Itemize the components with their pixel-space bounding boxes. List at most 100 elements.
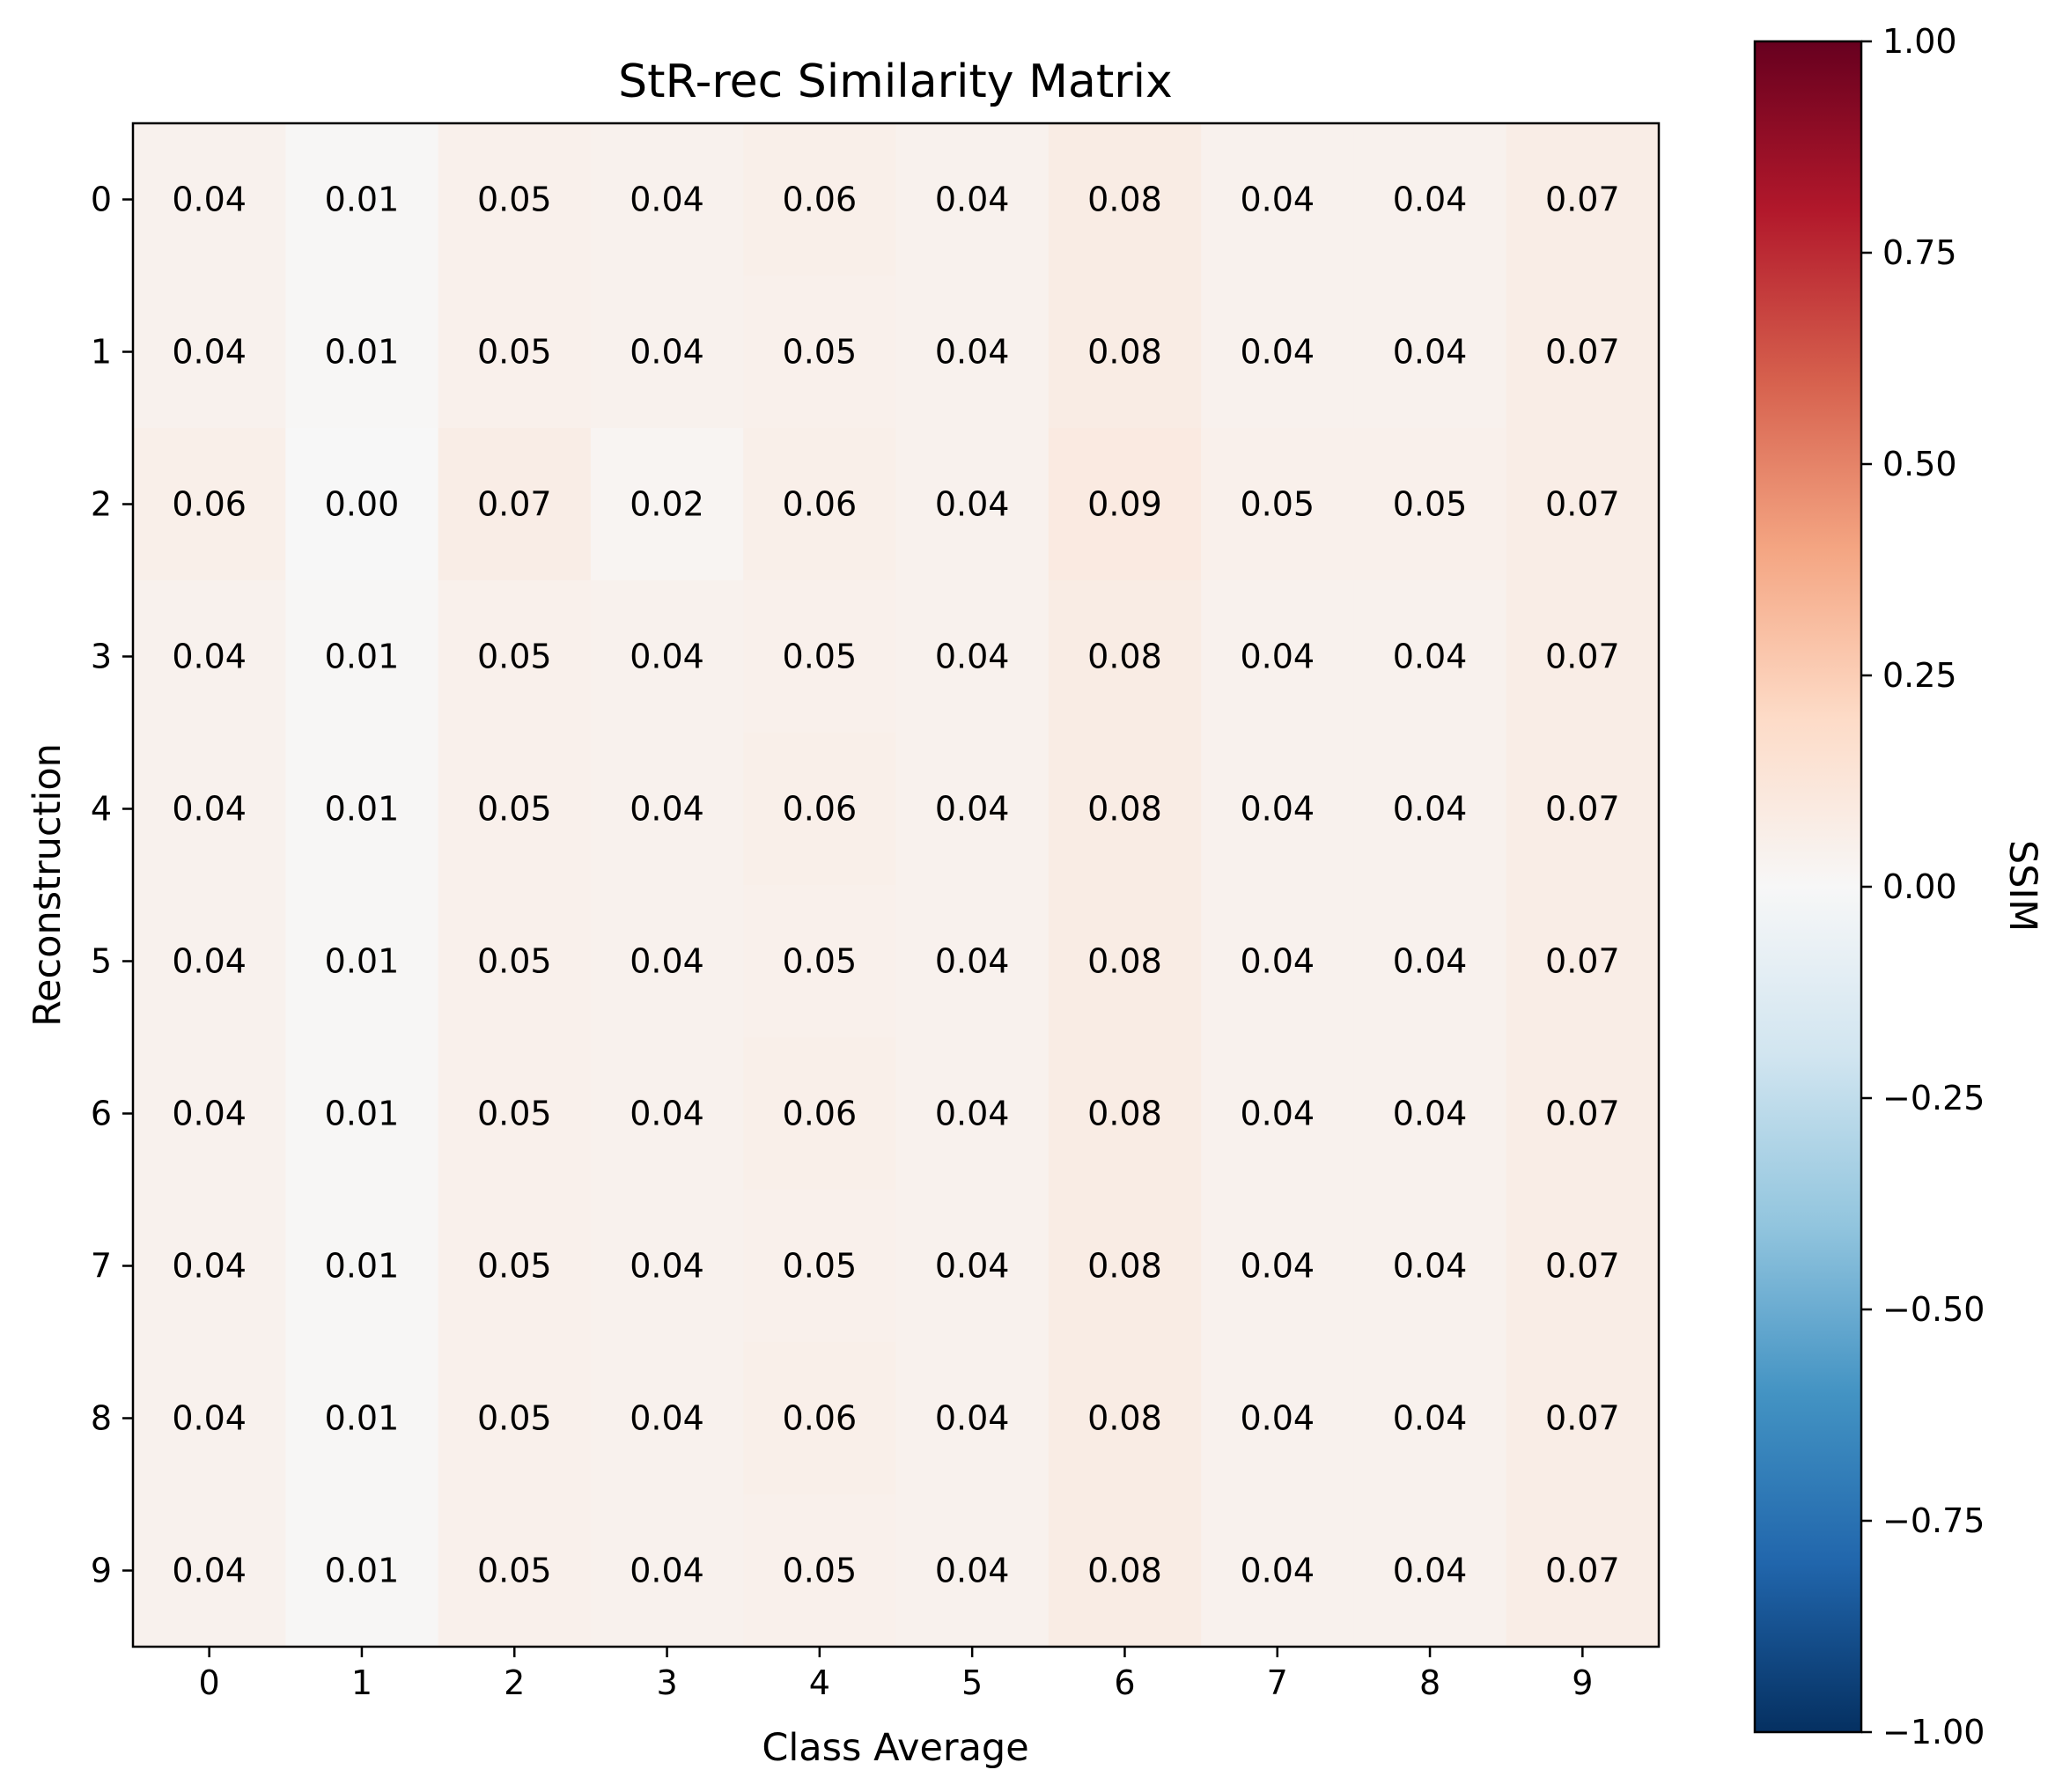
heatmap-cell xyxy=(1353,580,1507,734)
heatmap-cell xyxy=(1201,885,1354,1038)
x-tick-label: 8 xyxy=(1419,1663,1440,1702)
cell-value-label: 0.08 xyxy=(1087,1399,1162,1438)
cell-value-label: 0.05 xyxy=(783,1552,858,1590)
heatmap-cell xyxy=(438,733,592,886)
heatmap-cell xyxy=(133,1494,286,1648)
cell-value-label: 0.07 xyxy=(1545,1247,1620,1286)
heatmap-cell xyxy=(590,885,744,1038)
cell-value-label: 0.00 xyxy=(325,485,400,524)
x-axis-ticks: 0 1 2 3 4 5 6 7 8 9 xyxy=(199,1647,1593,1702)
heatmap-cell xyxy=(1506,1190,1660,1343)
cell-value-label: 0.04 xyxy=(630,333,704,372)
cell-value-label: 0.01 xyxy=(325,790,400,829)
heatmap-cell xyxy=(285,123,439,277)
cell-value-label: 0.04 xyxy=(1393,181,1468,219)
cell-value-label: 0.04 xyxy=(935,181,1010,219)
cell-value-label: 0.01 xyxy=(325,1095,400,1133)
heatmap-cell xyxy=(1506,580,1660,734)
heatmap-cell xyxy=(895,276,1050,429)
cell-value-label: 0.04 xyxy=(935,1247,1010,1286)
y-tick-label: 6 xyxy=(91,1095,112,1133)
cell-value-label: 0.04 xyxy=(935,1399,1010,1438)
heatmap-cell xyxy=(1506,733,1660,886)
heatmap-cell xyxy=(1353,733,1507,886)
heatmap-cell xyxy=(590,1342,744,1495)
heatmap-cell xyxy=(438,1190,592,1343)
cell-value-label: 0.05 xyxy=(477,1552,552,1590)
cell-value-label: 0.05 xyxy=(477,790,552,829)
heatmap-cell xyxy=(1201,733,1354,886)
cell-value-label: 0.05 xyxy=(477,1247,552,1286)
colorbar-tick-label: 0.00 xyxy=(1882,867,1957,906)
heatmap-cell xyxy=(1506,1342,1660,1495)
cell-value-label: 0.07 xyxy=(1545,942,1620,981)
heatmap-cell xyxy=(1353,1190,1507,1343)
heatmap-cell xyxy=(1048,1190,1202,1343)
cell-value-label: 0.04 xyxy=(935,942,1010,981)
y-axis-label: Reconstruction xyxy=(26,743,70,1027)
y-tick-label: 5 xyxy=(91,942,112,981)
cell-value-label: 0.04 xyxy=(1393,790,1468,829)
cell-value-label: 0.06 xyxy=(783,1095,858,1133)
heatmap-cell xyxy=(1506,428,1660,581)
heatmap-cell xyxy=(438,1037,592,1191)
heatmap-cell xyxy=(1506,885,1660,1038)
heatmap-cell xyxy=(133,733,286,886)
heatmap-cell xyxy=(1201,276,1354,429)
cell-value-label: 0.07 xyxy=(1545,485,1620,524)
x-tick-label: 5 xyxy=(961,1663,983,1702)
heatmap-cell xyxy=(1506,123,1660,277)
heatmap-cell xyxy=(1048,276,1202,429)
cell-value-label: 0.05 xyxy=(477,1399,552,1438)
cell-value-label: 0.01 xyxy=(325,638,400,676)
heatmap-cell xyxy=(590,1037,744,1191)
heatmap-cell xyxy=(133,580,286,734)
heatmap-cell xyxy=(895,123,1050,277)
heatmap-cell xyxy=(1201,1342,1354,1495)
heatmap-cell xyxy=(1048,428,1202,581)
cell-value-label: 0.04 xyxy=(1393,1552,1468,1590)
heatmap-cell xyxy=(133,123,286,277)
cell-value-label: 0.04 xyxy=(935,1552,1010,1590)
heatmap-cell xyxy=(590,1190,744,1343)
heatmap-cell xyxy=(895,1494,1050,1648)
heatmap-cell xyxy=(1048,580,1202,734)
heatmap-cell xyxy=(438,1494,592,1648)
heatmap-cell xyxy=(743,276,896,429)
cell-value-label: 0.04 xyxy=(935,333,1010,372)
cell-value-label: 0.04 xyxy=(630,1095,704,1133)
heatmap-cell xyxy=(895,733,1050,886)
heatmap-cell xyxy=(133,276,286,429)
heatmap-cell xyxy=(285,428,439,581)
y-tick-label: 2 xyxy=(91,485,112,524)
cell-value-label: 0.04 xyxy=(172,638,247,676)
x-tick-label: 9 xyxy=(1572,1663,1593,1702)
y-tick-label: 3 xyxy=(91,638,112,676)
cell-value-label: 0.02 xyxy=(630,485,704,524)
x-tick-label: 3 xyxy=(656,1663,677,1702)
heatmap-cell xyxy=(1353,885,1507,1038)
y-tick-label: 0 xyxy=(91,181,112,219)
cell-value-label: 0.04 xyxy=(1393,1095,1468,1133)
cell-value-label: 0.07 xyxy=(1545,638,1620,676)
x-tick-label: 0 xyxy=(199,1663,220,1702)
heatmap-cell xyxy=(1353,123,1507,277)
heatmap-cell xyxy=(285,1342,439,1495)
cell-value-label: 0.04 xyxy=(935,638,1010,676)
heatmap-cell xyxy=(1201,123,1354,277)
cell-value-label: 0.05 xyxy=(477,942,552,981)
x-tick-label: 6 xyxy=(1114,1663,1135,1702)
cell-value-label: 0.01 xyxy=(325,1399,400,1438)
heatmap-cell xyxy=(438,1342,592,1495)
cell-value-label: 0.01 xyxy=(325,181,400,219)
plot-frame xyxy=(131,122,1661,1648)
cell-value-label: 0.07 xyxy=(477,485,552,524)
cell-value-label: 0.04 xyxy=(630,1552,704,1590)
cell-value-label: 0.04 xyxy=(1240,333,1315,372)
heatmap-cell xyxy=(438,276,592,429)
x-axis-label: Class Average xyxy=(762,1726,1028,1770)
heatmap-cell xyxy=(743,885,896,1038)
heatmap-cell xyxy=(285,1190,439,1343)
cell-value-label: 0.04 xyxy=(172,1247,247,1286)
colorbar-tick-label: −1.00 xyxy=(1882,1713,1985,1751)
